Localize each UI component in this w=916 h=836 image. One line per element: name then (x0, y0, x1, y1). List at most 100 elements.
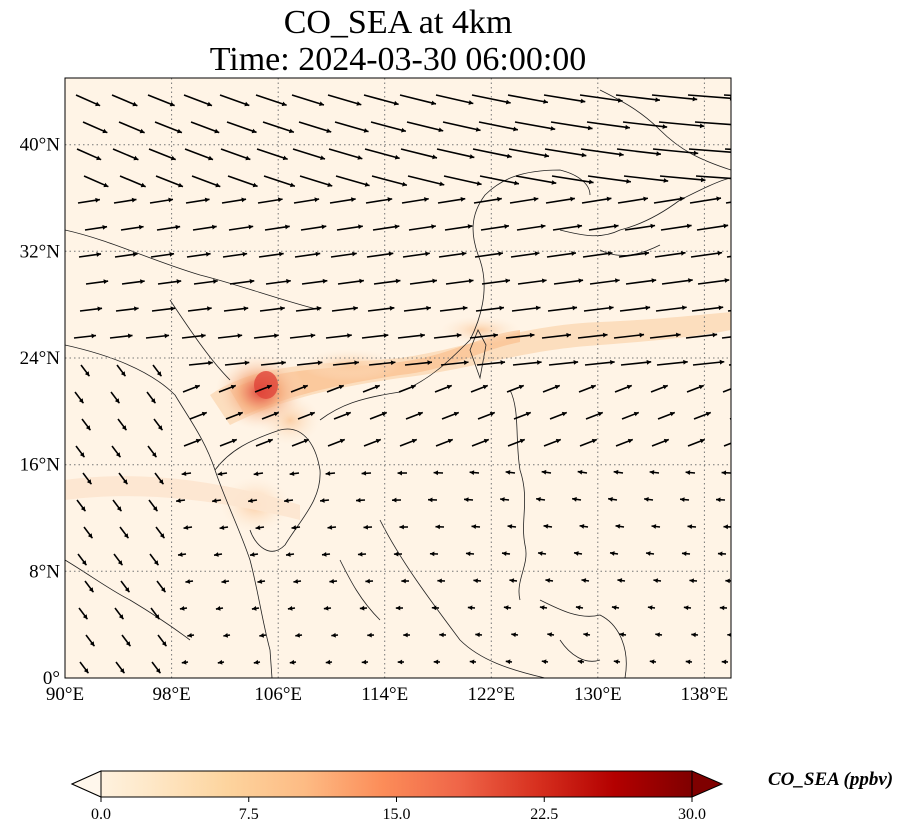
wind-arrow-head (613, 659, 619, 665)
wind-arrow-head (133, 306, 139, 312)
wind-arrow-head (680, 497, 685, 502)
x-tick-label: 114°E (361, 684, 408, 705)
wind-arrow-head (651, 278, 657, 283)
wind-arrow (695, 175, 731, 180)
wind-arrow-head (253, 659, 259, 665)
wind-arrow-head (692, 96, 698, 102)
wind-arrow-head (649, 659, 655, 665)
x-tick-label: 138°E (681, 684, 729, 705)
wind-arrow (183, 94, 213, 107)
wind-arrow-head (679, 196, 685, 202)
wind-arrow-head (535, 305, 541, 311)
wind-arrow-head (399, 524, 404, 530)
wind-arrow-head (361, 659, 367, 665)
wind-arrow-head (489, 411, 495, 417)
wind-arrow (436, 148, 475, 159)
wind-arrow-head (615, 524, 621, 529)
wind-arrow-head (280, 306, 285, 311)
wind-arrow (733, 225, 765, 230)
wind-arrow (147, 94, 175, 107)
wind-arrow-head (467, 605, 473, 611)
wind-arrow-head (320, 498, 325, 503)
wind-arrow-head (352, 251, 357, 257)
wind-arrow (618, 251, 650, 258)
wind-arrow-head (319, 101, 324, 106)
wind-arrow (443, 175, 482, 186)
wind-arrow-head (475, 127, 481, 132)
wind-arrow-head (223, 632, 229, 638)
wind-arrow (435, 94, 474, 105)
wind-arrow-head (281, 360, 286, 366)
wind-arrow (191, 175, 221, 188)
wind-arrow-head (461, 251, 467, 257)
wind-arrow (478, 121, 519, 131)
wind-arrow (586, 121, 630, 129)
wind-arrow-head (507, 524, 513, 529)
wind-arrow-head (705, 411, 711, 417)
wind-arrow-head (161, 641, 167, 647)
wind-arrow (505, 333, 535, 339)
wind-arrow-head (438, 127, 444, 133)
wind-arrow-head (156, 371, 162, 377)
wind-arrow-head (644, 497, 649, 502)
wind-arrow-head (176, 128, 182, 134)
wind-arrow-head (547, 632, 553, 638)
wind-arrow-head (164, 333, 170, 339)
wind-arrow-head (316, 306, 322, 311)
wind-arrow-head (699, 123, 705, 129)
wind-arrow-head (698, 384, 704, 390)
wind-arrow-head (675, 332, 681, 338)
wind-arrow-head (253, 471, 259, 477)
wind-arrow (479, 175, 520, 185)
wind-arrow (367, 306, 395, 312)
wind-arrow (694, 121, 731, 126)
wind-arrow-head (645, 551, 651, 556)
wind-arrow-head (395, 605, 401, 611)
wind-arrow-head (506, 153, 512, 159)
wind-arrow-head (613, 469, 619, 475)
wind-arrow (724, 148, 731, 151)
wind-arrow-head (321, 224, 327, 230)
wind-arrow-head (364, 182, 370, 187)
wind-arrow (517, 279, 547, 285)
wind-arrow-head (290, 182, 295, 188)
wind-arrow-head (207, 101, 212, 107)
wind-arrow-head (217, 659, 223, 665)
wind-arrow-head (285, 224, 290, 230)
wind-arrow-head (321, 551, 327, 557)
wind-arrow-head (647, 605, 653, 611)
wind-arrow (655, 306, 687, 312)
wind-arrow-head (138, 224, 144, 230)
x-axis-ticks: 90°E 98°E 106°E 114°E 122°E 130°E 138°E (46, 684, 728, 705)
wind-arrow-head (329, 578, 335, 584)
wind-arrow-head (633, 411, 639, 417)
wind-arrow-head (207, 306, 212, 312)
wind-arrow (660, 224, 692, 231)
wind-arrow-head (591, 438, 597, 444)
wind-arrow (75, 94, 101, 107)
wind-arrow-head (281, 101, 287, 107)
wind-arrow-head (497, 196, 502, 202)
colorbar-tick-label: 22.5 (530, 806, 559, 823)
wind-arrow-head (439, 632, 444, 638)
wind-arrow (480, 225, 510, 231)
wind-arrow-head (431, 224, 436, 230)
wind-arrow-head (501, 551, 507, 556)
wind-arrow (469, 334, 498, 339)
wind-arrow (371, 175, 408, 187)
wind-arrow-head (540, 224, 546, 229)
wind-arrow-head (381, 411, 387, 417)
wind-arrow-head (183, 525, 189, 530)
colorbar-min-extend (70, 770, 102, 798)
wind-arrow-head (571, 251, 576, 256)
wind-arrow-head (133, 155, 139, 161)
wind-arrow-head (178, 552, 183, 557)
wind-arrow-head (200, 333, 206, 339)
wind-arrow-head (320, 155, 326, 160)
wind-arrow-head (289, 471, 295, 477)
wind-arrow-head (655, 632, 660, 638)
wind-arrow-head (686, 223, 692, 229)
wind-arrow-head (139, 128, 145, 134)
wind-arrow-head (525, 411, 531, 417)
wind-arrow-head (511, 632, 516, 638)
